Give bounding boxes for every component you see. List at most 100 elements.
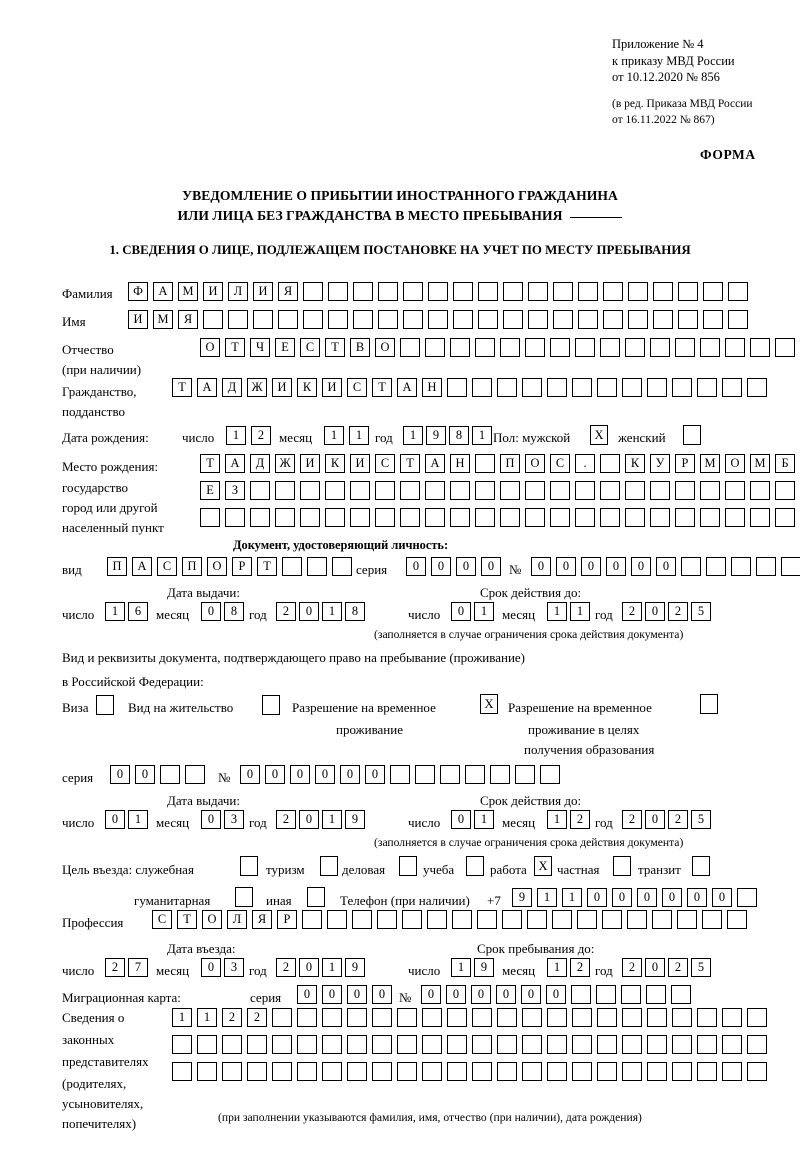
- char-cell[interactable]: [747, 1062, 767, 1081]
- char-cell[interactable]: 0: [110, 765, 130, 784]
- char-cell[interactable]: [400, 508, 420, 527]
- char-cell[interactable]: К: [625, 454, 645, 473]
- char-cell[interactable]: [528, 310, 548, 329]
- checkbox-purpose-work[interactable]: X: [534, 856, 552, 876]
- char-cell[interactable]: 7: [128, 958, 148, 977]
- char-cell[interactable]: 1: [537, 888, 557, 907]
- char-cell[interactable]: 0: [587, 888, 607, 907]
- char-cell[interactable]: [172, 1062, 192, 1081]
- char-cell[interactable]: [647, 378, 667, 397]
- char-cell[interactable]: 1: [474, 810, 494, 829]
- char-cell[interactable]: 8: [224, 602, 244, 621]
- char-cell[interactable]: [703, 282, 723, 301]
- char-cell[interactable]: 2: [276, 958, 296, 977]
- char-cell[interactable]: И: [253, 282, 273, 301]
- char-cell[interactable]: [422, 1035, 442, 1054]
- char-cell[interactable]: И: [128, 310, 148, 329]
- char-cell[interactable]: [547, 1035, 567, 1054]
- char-cell[interactable]: [578, 310, 598, 329]
- char-cell[interactable]: [282, 557, 302, 576]
- char-cell[interactable]: [278, 310, 298, 329]
- char-cell[interactable]: М: [750, 454, 770, 473]
- char-cell[interactable]: [347, 1035, 367, 1054]
- char-cell[interactable]: [350, 481, 370, 500]
- char-cell[interactable]: [500, 481, 520, 500]
- char-cell[interactable]: 3: [224, 810, 244, 829]
- char-cell[interactable]: Ж: [247, 378, 267, 397]
- char-cell[interactable]: [702, 910, 722, 929]
- char-cell[interactable]: [697, 1062, 717, 1081]
- char-cell[interactable]: 2: [276, 602, 296, 621]
- char-cell[interactable]: [377, 910, 397, 929]
- char-cell[interactable]: [671, 985, 691, 1004]
- checkbox-purpose-transit[interactable]: [692, 856, 710, 876]
- char-cell[interactable]: 0: [315, 765, 335, 784]
- char-cell[interactable]: Л: [227, 910, 247, 929]
- char-cell[interactable]: [353, 310, 373, 329]
- char-cell[interactable]: [596, 985, 616, 1004]
- char-cell[interactable]: [597, 378, 617, 397]
- char-cell[interactable]: [697, 1035, 717, 1054]
- char-cell[interactable]: [522, 1062, 542, 1081]
- char-cell[interactable]: 0: [712, 888, 732, 907]
- char-cell[interactable]: 9: [512, 888, 532, 907]
- char-cell[interactable]: [522, 1035, 542, 1054]
- char-cell[interactable]: [297, 1062, 317, 1081]
- char-cell[interactable]: 0: [531, 557, 551, 576]
- char-cell[interactable]: 0: [631, 557, 651, 576]
- char-cell[interactable]: [347, 1008, 367, 1027]
- char-cell[interactable]: [572, 1035, 592, 1054]
- char-cell[interactable]: [428, 282, 448, 301]
- char-cell[interactable]: Т: [200, 454, 220, 473]
- char-cell[interactable]: [225, 508, 245, 527]
- char-cell[interactable]: [725, 508, 745, 527]
- char-cell[interactable]: 0: [521, 985, 541, 1004]
- char-cell[interactable]: [447, 378, 467, 397]
- char-cell[interactable]: [352, 910, 372, 929]
- char-cell[interactable]: [275, 481, 295, 500]
- char-cell[interactable]: М: [700, 454, 720, 473]
- char-cell[interactable]: Р: [232, 557, 252, 576]
- char-cell[interactable]: [490, 765, 510, 784]
- char-cell[interactable]: 0: [421, 985, 441, 1004]
- char-cell[interactable]: [447, 1062, 467, 1081]
- char-cell[interactable]: 1: [547, 602, 567, 621]
- char-cell[interactable]: [706, 557, 726, 576]
- char-cell[interactable]: [725, 481, 745, 500]
- char-cell[interactable]: 8: [449, 426, 469, 445]
- char-cell[interactable]: .: [575, 454, 595, 473]
- char-cell[interactable]: [722, 1008, 742, 1027]
- char-cell[interactable]: 1: [474, 602, 494, 621]
- char-cell[interactable]: [197, 1062, 217, 1081]
- char-cell[interactable]: 0: [656, 557, 676, 576]
- char-cell[interactable]: [450, 481, 470, 500]
- char-cell[interactable]: [425, 481, 445, 500]
- char-cell[interactable]: [322, 1062, 342, 1081]
- char-cell[interactable]: [672, 1062, 692, 1081]
- char-cell[interactable]: 0: [240, 765, 260, 784]
- char-cell[interactable]: [550, 338, 570, 357]
- char-cell[interactable]: [550, 508, 570, 527]
- char-cell[interactable]: [672, 1008, 692, 1027]
- char-cell[interactable]: [325, 508, 345, 527]
- char-cell[interactable]: Б: [775, 454, 795, 473]
- char-cell[interactable]: 2: [668, 602, 688, 621]
- char-cell[interactable]: [600, 508, 620, 527]
- char-cell[interactable]: [750, 508, 770, 527]
- char-cell[interactable]: 1: [570, 602, 590, 621]
- char-cell[interactable]: 1: [128, 810, 148, 829]
- char-cell[interactable]: [528, 282, 548, 301]
- char-cell[interactable]: [747, 378, 767, 397]
- char-cell[interactable]: [675, 508, 695, 527]
